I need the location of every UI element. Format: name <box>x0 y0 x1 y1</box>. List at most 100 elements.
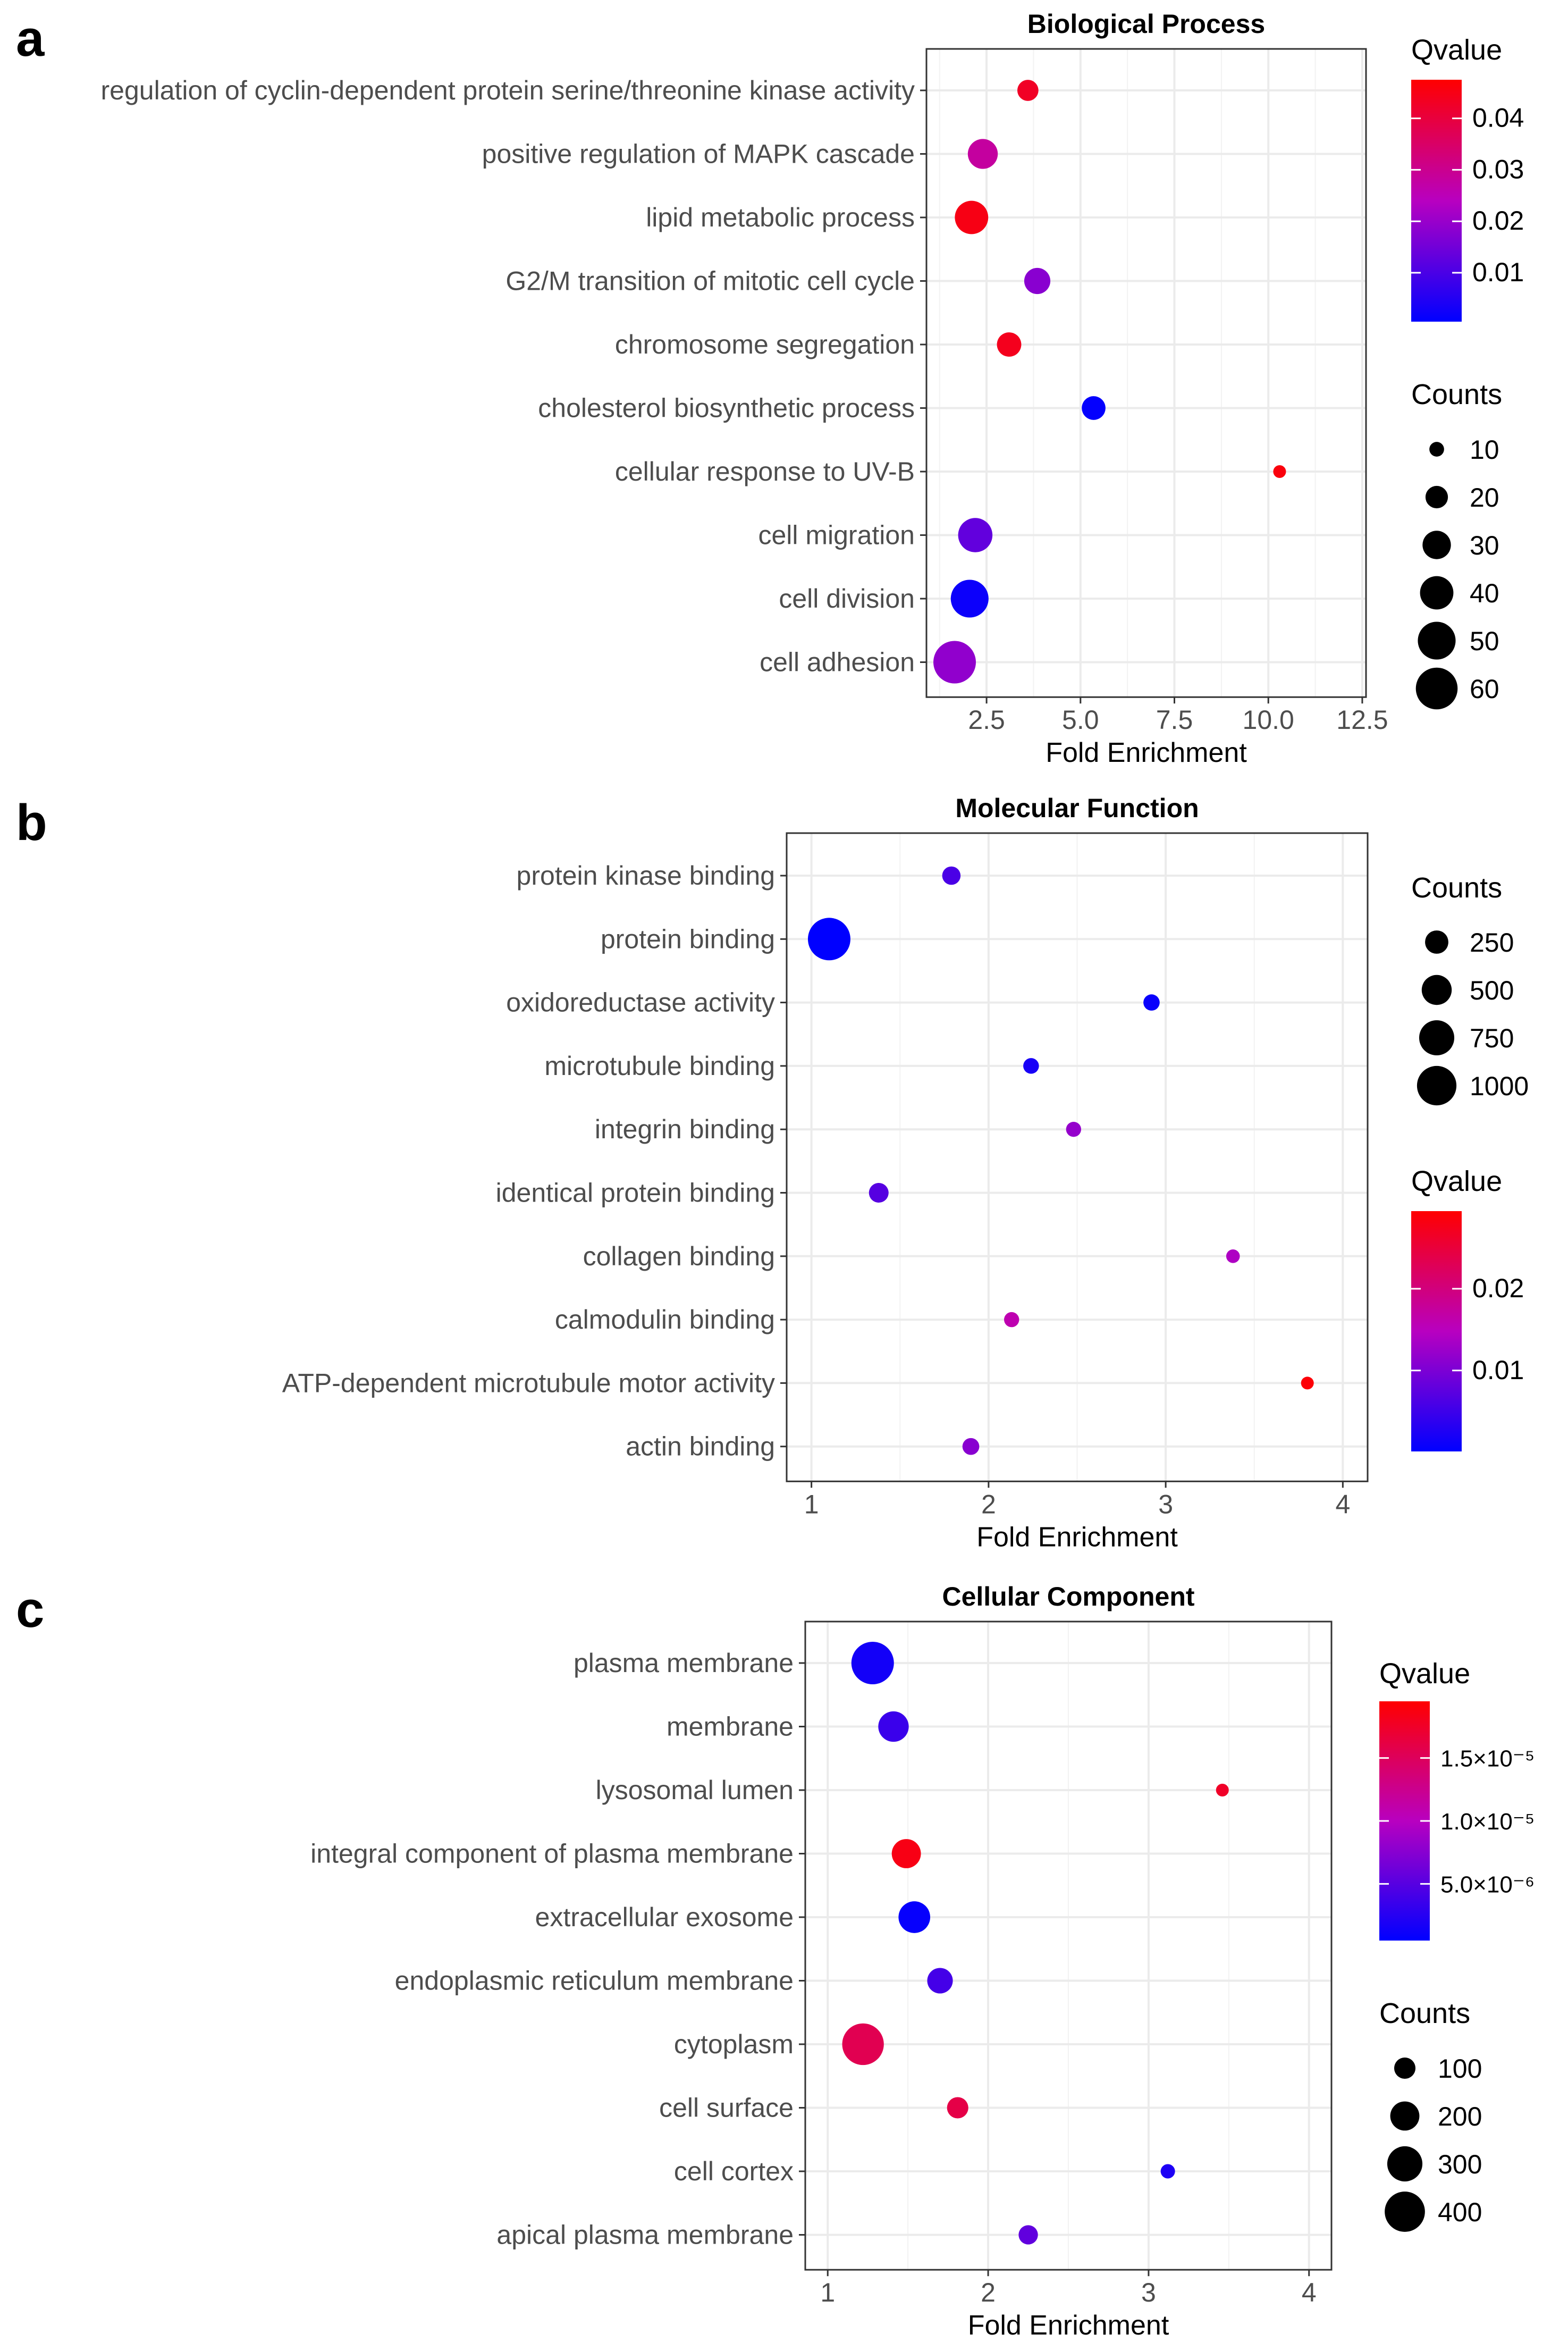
size-legend-label: 250 <box>1470 928 1514 958</box>
y-tick-label-atp-dependent-microtubule-motor-activity: ATP-dependent microtubule motor activity <box>282 1368 775 1398</box>
color-legend-label: 5.0×10⁻⁶ <box>1440 1871 1535 1897</box>
point-cell-adhesion <box>933 641 976 684</box>
x-axis-title: Fold Enrichment <box>1046 737 1247 768</box>
point-regulation-of-cyclin-dependent-protein-serine-threonine-kinase-activity <box>1017 80 1039 101</box>
size-legend-label: 60 <box>1470 674 1499 704</box>
point-cell-migration <box>958 518 993 552</box>
point-positive-regulation-of-mapk-cascade <box>967 139 998 169</box>
point-identical-protein-binding <box>869 1183 889 1203</box>
y-tick-label-actin-binding: actin binding <box>626 1432 775 1462</box>
y-tick-label-positive-regulation-of-mapk-cascade: positive regulation of MAPK cascade <box>482 139 915 169</box>
x-tick-label: 2.5 <box>968 705 1005 735</box>
point-extracellular-exosome <box>898 1901 931 1933</box>
size-legend-title: Counts <box>1411 379 1502 410</box>
point-cell-division <box>950 580 989 618</box>
chart-title: Cellular Component <box>942 1582 1194 1611</box>
y-tick-label-calmodulin-binding: calmodulin binding <box>555 1305 775 1334</box>
size-legend-key <box>1425 930 1448 954</box>
size-legend-label: 300 <box>1438 2150 1482 2179</box>
point-membrane <box>878 1711 909 1742</box>
point-oxidoreductase-activity <box>1143 994 1160 1011</box>
x-tick-label: 7.5 <box>1156 705 1193 735</box>
panel-letter: a <box>16 10 45 67</box>
y-tick-label-integrin-binding: integrin binding <box>595 1114 775 1144</box>
x-tick-label: 3 <box>1141 2278 1156 2307</box>
point-atp-dependent-microtubule-motor-activity <box>1301 1376 1314 1390</box>
point-cholesterol-biosynthetic-process <box>1082 396 1106 420</box>
point-cellular-response-to-uv-b <box>1273 465 1286 478</box>
chart-title: Molecular Function <box>955 793 1199 823</box>
y-tick-label-oxidoreductase-activity: oxidoreductase activity <box>506 988 775 1018</box>
y-tick-label-apical-plasma-membrane: apical plasma membrane <box>496 2220 794 2250</box>
size-legend-key <box>1429 442 1444 457</box>
size-legend-label: 40 <box>1470 578 1499 608</box>
y-tick-label-cytoplasm: cytoplasm <box>674 2029 794 2059</box>
x-tick-label: 4 <box>1335 1489 1350 1519</box>
y-tick-label-membrane: membrane <box>667 1712 794 1742</box>
color-legend-label: 0.03 <box>1472 154 1524 184</box>
point-lysosomal-lumen <box>1216 1784 1229 1796</box>
size-legend-label: 400 <box>1438 2197 1482 2227</box>
point-chromosome-segregation <box>997 332 1022 357</box>
panel-b: b Molecular Function protein kinase bindin… <box>16 793 1529 1552</box>
point-endoplasmic-reticulum-membrane <box>927 1968 953 1994</box>
size-legend-label: 500 <box>1470 976 1514 1005</box>
color-legend-label: 0.04 <box>1472 103 1524 133</box>
point-apical-plasma-membrane <box>1018 2225 1038 2245</box>
point-cytoplasm <box>842 2023 884 2065</box>
y-tick-label-cell-adhesion: cell adhesion <box>760 648 915 677</box>
size-legend-key <box>1421 975 1452 1005</box>
x-axis-title: Fold Enrichment <box>976 1522 1178 1552</box>
y-tick-label-cell-migration: cell migration <box>758 520 915 550</box>
size-legend-key <box>1390 2101 1420 2131</box>
size-legend-label: 10 <box>1470 435 1499 465</box>
y-tick-label-chromosome-segregation: chromosome segregation <box>615 330 915 359</box>
y-tick-label-lipid-metabolic-process: lipid metabolic process <box>646 203 915 232</box>
x-tick-label: 5.0 <box>1062 705 1099 735</box>
y-tick-label-protein-kinase-binding: protein kinase binding <box>517 861 775 891</box>
panel-c: c Cellular Component plasma membrane membra… <box>16 1581 1535 2341</box>
y-tick-label-cellular-response-to-uv-b: cellular response to UV-B <box>615 457 915 486</box>
y-tick-label-regulation-of-cyclin-dependent-protein-serine-threonine-kinase-activity: regulation of cyclin-dependent protein s… <box>101 75 915 105</box>
y-tick-label-cell-surface: cell surface <box>659 2093 794 2123</box>
size-legend-label: 200 <box>1438 2102 1482 2131</box>
size-legend-key <box>1385 2192 1425 2232</box>
x-tick-label: 10.0 <box>1243 705 1294 735</box>
size-legend-key <box>1387 2146 1423 2182</box>
point-plasma-membrane <box>851 1642 894 1684</box>
color-legend-label: 0.02 <box>1472 1273 1524 1303</box>
point-actin-binding <box>962 1438 980 1455</box>
size-legend-key <box>1394 2057 1416 2079</box>
x-tick-label: 12.5 <box>1336 705 1388 735</box>
size-legend-key <box>1415 667 1458 710</box>
size-legend-label: 100 <box>1438 2054 1482 2084</box>
y-tick-label-identical-protein-binding: identical protein binding <box>496 1178 775 1208</box>
size-legend-key <box>1418 622 1456 660</box>
size-legend-key <box>1417 1065 1457 1106</box>
plot-border <box>804 1620 1333 2271</box>
size-legend-key <box>1419 1020 1455 1056</box>
point-microtubule-binding <box>1023 1058 1039 1074</box>
size-legend-label: 750 <box>1470 1023 1514 1053</box>
point-collagen-binding <box>1226 1249 1240 1263</box>
x-tick-label: 3 <box>1158 1489 1173 1519</box>
point-integral-component-of-plasma-membrane <box>891 1839 921 1868</box>
size-legend-label: 20 <box>1470 483 1499 513</box>
chart-title: Biological Process <box>1027 9 1265 39</box>
size-legend-key <box>1425 485 1448 509</box>
point-calmodulin-binding <box>1004 1312 1019 1328</box>
x-tick-label: 2 <box>981 1489 996 1519</box>
x-tick-label: 2 <box>981 2278 996 2307</box>
x-axis-title: Fold Enrichment <box>968 2310 1169 2341</box>
x-tick-label: 4 <box>1302 2278 1317 2307</box>
y-tick-label-cell-cortex: cell cortex <box>674 2156 794 2186</box>
color-legend-label: 0.01 <box>1472 257 1524 287</box>
point-protein-kinase-binding <box>942 866 961 885</box>
x-tick-label: 1 <box>804 1489 819 1519</box>
y-tick-label-cell-division: cell division <box>779 584 915 614</box>
color-legend-label: 1.5×10⁻⁵ <box>1440 1746 1535 1772</box>
size-legend-label: 1000 <box>1470 1071 1529 1101</box>
plot-border <box>925 48 1367 698</box>
color-bar <box>1411 1211 1462 1451</box>
